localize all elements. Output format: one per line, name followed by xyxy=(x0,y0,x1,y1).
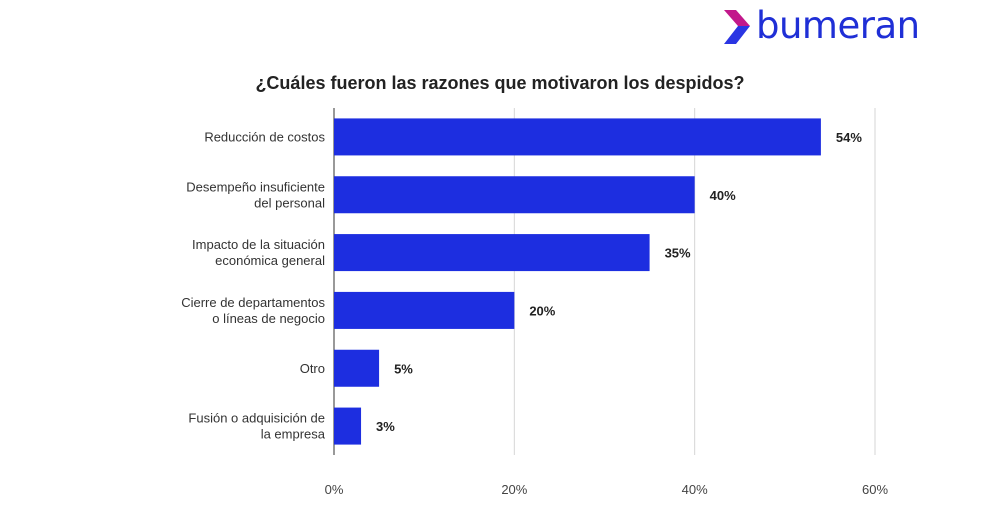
category-label: Impacto de la situación económica general xyxy=(192,237,325,268)
bumeran-logo-icon xyxy=(724,10,750,44)
category-labels: Reducción de costos Desempeño insuficient… xyxy=(181,129,326,441)
value-label: 40% xyxy=(710,188,736,203)
value-label: 20% xyxy=(529,303,555,318)
bar xyxy=(334,349,380,387)
x-tick-label: 0% xyxy=(325,482,344,497)
value-label: 54% xyxy=(836,130,862,145)
value-label: 3% xyxy=(376,419,395,434)
x-tick-label: 60% xyxy=(862,482,888,497)
bar xyxy=(334,118,821,156)
value-label: 35% xyxy=(665,246,691,261)
bar xyxy=(334,407,362,445)
value-labels: 54% 40% 35% 20% 5% 3% xyxy=(376,130,862,434)
bar xyxy=(334,176,695,214)
category-label: Otro xyxy=(300,361,325,376)
value-label: 5% xyxy=(394,361,413,376)
bar xyxy=(334,234,650,272)
x-tick-label: 40% xyxy=(682,482,708,497)
category-label: Cierre de departamentos o líneas de negoc… xyxy=(181,295,325,326)
x-axis-ticks: 0% 20% 40% 60% xyxy=(325,482,889,497)
bar xyxy=(334,291,515,329)
brand-name: bumeran xyxy=(756,4,920,47)
gridlines xyxy=(333,108,876,455)
bars xyxy=(334,118,821,445)
chart-title: ¿Cuáles fueron las razones que motivaron… xyxy=(255,73,745,93)
x-tick-label: 20% xyxy=(501,482,527,497)
category-label: Desempeño insuficiente del personal xyxy=(186,179,325,210)
category-label: Reducción de costos xyxy=(204,129,325,144)
category-label: Fusión o adquisición de la empresa xyxy=(188,411,325,442)
